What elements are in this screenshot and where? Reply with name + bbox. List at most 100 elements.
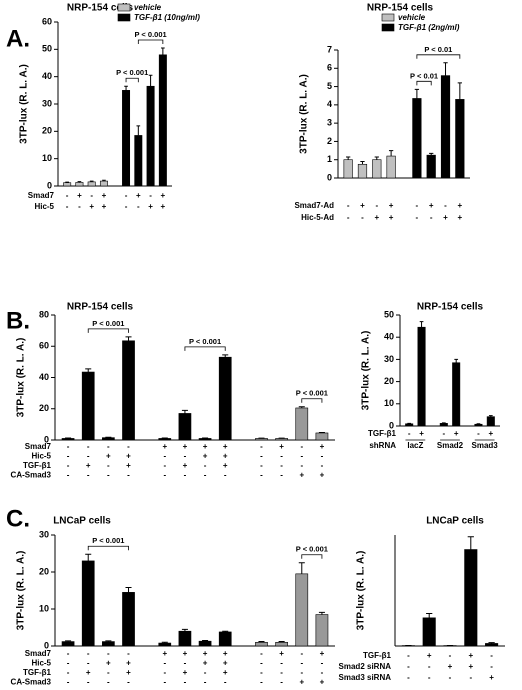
condition-label: Smad2 siRNA bbox=[339, 662, 392, 671]
y-tick-label: 0 bbox=[389, 420, 394, 430]
bar bbox=[102, 641, 115, 647]
bar bbox=[275, 641, 288, 647]
y-tick-label: 20 bbox=[42, 126, 52, 136]
error-bar bbox=[161, 47, 165, 55]
condition-label: Hic-5 bbox=[31, 659, 51, 668]
y-axis-label: 3TP-lux (R. L. A.) bbox=[356, 551, 367, 631]
bar bbox=[146, 85, 155, 187]
condition-sign: - bbox=[107, 678, 110, 687]
condition-sign: + bbox=[102, 191, 107, 200]
annotation: P < 0.001 bbox=[92, 536, 124, 545]
condition-sign: - bbox=[67, 659, 70, 668]
condition-label: Smad7 bbox=[28, 191, 55, 200]
condition-label: Hic-5 bbox=[31, 452, 51, 461]
annotation: P < 0.001 bbox=[116, 68, 148, 77]
bar bbox=[178, 630, 192, 647]
error-bar bbox=[457, 82, 462, 100]
annotation: P < 0.001 bbox=[189, 337, 221, 346]
y-tick-label: 30 bbox=[39, 529, 49, 539]
condition-sign: - bbox=[300, 659, 303, 668]
condition-sign: - bbox=[280, 668, 283, 677]
y-tick-label: 1 bbox=[327, 154, 332, 164]
y-axis-label: 3TP-lux (R. L. A.) bbox=[19, 64, 30, 144]
condition-sign: - bbox=[416, 201, 419, 210]
bracket bbox=[87, 545, 129, 551]
error-bar bbox=[467, 536, 474, 550]
condition-sign: - bbox=[260, 649, 263, 658]
bar bbox=[485, 643, 499, 647]
y-tick-label: 0 bbox=[44, 434, 49, 444]
y-tick-label: 30 bbox=[42, 98, 52, 108]
bracket bbox=[125, 77, 139, 83]
condition-sign: - bbox=[67, 678, 70, 687]
legend-label: TGF-β1 (2ng/ml) bbox=[398, 23, 460, 32]
bar bbox=[122, 340, 135, 441]
error-bar bbox=[181, 409, 188, 414]
condition-sign: - bbox=[127, 471, 130, 480]
condition-sign: - bbox=[107, 668, 110, 677]
condition-sign: - bbox=[184, 452, 187, 461]
error-bar bbox=[488, 642, 495, 644]
annotation: P < 0.01 bbox=[424, 45, 452, 54]
condition-sign: - bbox=[163, 471, 166, 480]
condition-sign: - bbox=[87, 442, 90, 451]
condition-sign: + bbox=[89, 202, 94, 211]
bar bbox=[81, 371, 95, 441]
condition-sign: - bbox=[260, 471, 263, 480]
condition-label: Smad7 bbox=[25, 442, 52, 451]
condition-sign: - bbox=[107, 442, 110, 451]
error-bar bbox=[125, 587, 132, 593]
group-label: Smad3 bbox=[472, 441, 499, 450]
bar bbox=[357, 163, 368, 179]
bar bbox=[198, 438, 212, 441]
condition-sign: - bbox=[469, 673, 472, 682]
condition-sign: + bbox=[86, 668, 91, 677]
y-axis-label: 3TP-lux (R. L. A.) bbox=[299, 74, 310, 154]
condition-label: Smad7 bbox=[25, 649, 52, 658]
condition-label: Hic-5 bbox=[34, 202, 54, 211]
bracket bbox=[301, 398, 323, 403]
condition-sign: - bbox=[407, 662, 410, 671]
condition-sign: - bbox=[125, 191, 128, 200]
condition-sign: + bbox=[299, 678, 304, 687]
y-tick-label: 10 bbox=[42, 153, 52, 163]
condition-sign: + bbox=[77, 191, 82, 200]
bar bbox=[99, 180, 108, 187]
condition-sign: - bbox=[300, 649, 303, 658]
condition-label: TGF-β1 bbox=[368, 429, 397, 438]
condition-sign: - bbox=[149, 191, 152, 200]
condition-sign: + bbox=[223, 649, 228, 658]
error-bar bbox=[258, 641, 265, 643]
condition-sign: + bbox=[468, 651, 473, 660]
bracket bbox=[87, 328, 129, 333]
condition-sign: - bbox=[260, 668, 263, 677]
condition-sign: - bbox=[66, 191, 69, 200]
condition-sign: - bbox=[428, 673, 431, 682]
condition-sign: + bbox=[458, 201, 463, 210]
y-tick-label: 7 bbox=[327, 44, 332, 54]
condition-label: Smad3 siRNA bbox=[339, 673, 392, 682]
y-tick-label: 10 bbox=[39, 603, 49, 613]
error-bar bbox=[388, 150, 394, 157]
condition-sign: - bbox=[416, 213, 419, 222]
chart-title: NRP-154 cells bbox=[417, 302, 484, 313]
error-bar bbox=[136, 125, 141, 136]
error-bar bbox=[374, 156, 379, 160]
condition-label: CA-Smad3 bbox=[11, 471, 52, 480]
condition-label: TGF-β1 bbox=[363, 651, 392, 660]
error-bar bbox=[148, 74, 153, 87]
bar bbox=[255, 438, 268, 441]
condition-sign: - bbox=[107, 471, 110, 480]
condition-sign: + bbox=[489, 673, 494, 682]
condition-sign: + bbox=[203, 452, 208, 461]
bar bbox=[426, 154, 436, 179]
condition-sign: - bbox=[260, 659, 263, 668]
y-tick-label: 50 bbox=[384, 309, 394, 319]
group-label: Smad2 bbox=[437, 441, 464, 450]
condition-sign: - bbox=[204, 471, 207, 480]
bar bbox=[178, 413, 192, 441]
condition-sign: + bbox=[162, 442, 167, 451]
condition-sign: - bbox=[90, 191, 93, 200]
condition-sign: - bbox=[163, 461, 166, 470]
bar bbox=[343, 159, 353, 179]
